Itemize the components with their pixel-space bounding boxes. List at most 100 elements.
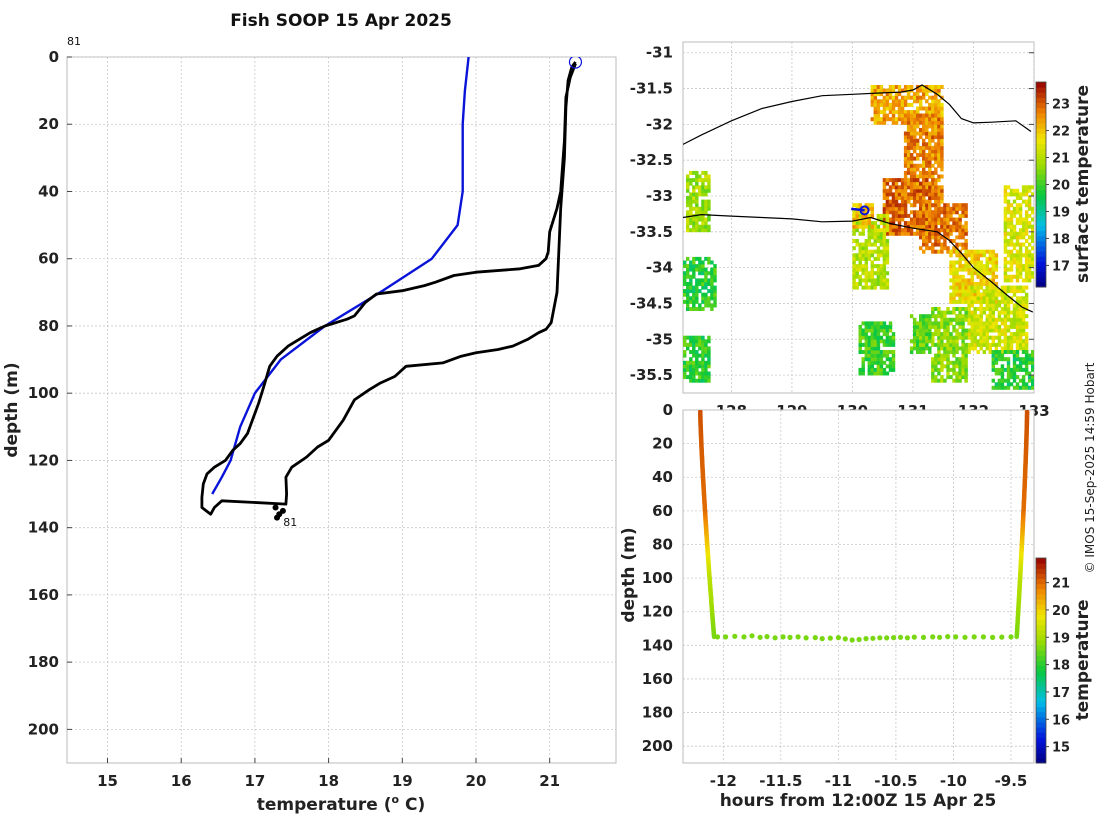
timeseries-bottom-point	[990, 634, 996, 641]
map-sst-cell	[925, 242, 929, 247]
timeseries-bottom-point	[827, 635, 833, 641]
map-sst-cell	[949, 224, 953, 229]
map-sst-cell	[964, 213, 968, 218]
map-sst-cell	[1027, 385, 1032, 390]
map-sst-cell	[925, 210, 929, 215]
map-sst-cell	[979, 307, 983, 311]
map-sst-cell	[934, 364, 938, 369]
map-sst-cell	[1018, 328, 1023, 333]
map-sst-cell	[958, 235, 962, 240]
map-sst-cell	[885, 188, 890, 193]
map-sst-cell	[1024, 324, 1029, 329]
map-sst-cell	[870, 249, 875, 254]
map-sst-cell	[903, 153, 908, 157]
map-sst-cell	[870, 278, 875, 283]
map-sst-cell	[692, 353, 696, 358]
map-sst-cell	[964, 332, 968, 337]
map-sst-cell	[707, 339, 711, 344]
map-sst-cell	[940, 142, 944, 147]
map-sst-cell	[701, 278, 705, 283]
map-sst-cell	[1012, 260, 1017, 265]
map-sst-cell	[916, 199, 920, 204]
map-sst-cell	[701, 203, 705, 208]
map-sst-cell	[882, 260, 887, 265]
map-sst-cell	[870, 328, 875, 333]
sst-colorbar-segment	[1036, 102, 1046, 109]
map-sst-cell	[909, 221, 914, 226]
map-sst-cell	[976, 321, 980, 326]
map-sst-cell	[976, 274, 980, 279]
map-sst-cell	[858, 249, 862, 254]
map-sst-cell	[710, 282, 714, 286]
map-sst-cell	[961, 328, 965, 333]
map-sst-cell	[934, 178, 938, 183]
map-sst-cell	[940, 192, 944, 197]
map-sst-cell	[964, 367, 968, 372]
sst-colorbar-segment	[1036, 235, 1046, 242]
map-sst-cell	[1009, 221, 1014, 226]
map-sst-cell	[931, 163, 935, 168]
timeseries-points	[698, 410, 1030, 643]
map-sst-cell	[906, 120, 911, 125]
map-sst-cell	[928, 332, 932, 337]
map-sst-cell	[891, 206, 896, 211]
map-sst-cell	[952, 299, 956, 304]
map-sst-cell	[913, 174, 917, 179]
map-sst-cell	[964, 224, 968, 229]
map-sst-cell	[985, 299, 990, 304]
temperature-colorbar-tick-label: 15	[1052, 741, 1070, 756]
map-sst-cell	[900, 117, 905, 122]
sst-colorbar-segment	[1036, 246, 1046, 252]
map-sst-cell	[940, 196, 944, 200]
map-sst-cell	[1006, 289, 1011, 294]
map-sst-cell	[1009, 256, 1014, 261]
map-sst-cell	[891, 102, 896, 107]
map-sst-cell	[997, 328, 1002, 333]
map-sst-cell	[916, 224, 920, 229]
map-sst-cell	[1027, 242, 1032, 247]
map-sst-cell	[937, 231, 941, 236]
map-sst-cell	[931, 332, 935, 337]
map-sst-cell	[928, 163, 932, 168]
map-sst-cell	[870, 117, 875, 122]
map-sst-cell	[689, 367, 693, 372]
map-sst-cell	[1003, 314, 1008, 319]
map-sst-cell	[961, 339, 965, 344]
profile-plot-ticks: 15 16 17 18 19 20 2102040608010012014016018020…	[28, 48, 560, 790]
map-sst-cell	[982, 328, 987, 333]
map-sst-cell	[955, 228, 959, 233]
map-sst-cell	[864, 253, 869, 258]
map-sst-cell	[1006, 242, 1011, 247]
map-sst-cell	[686, 346, 690, 351]
map-sst-cell	[873, 285, 878, 290]
map-sst-cell	[997, 378, 1002, 383]
map-sst-cell	[1018, 314, 1023, 319]
map-sst-cell	[1021, 346, 1026, 351]
map-sst-cell	[701, 339, 705, 344]
map-sst-cell	[964, 253, 968, 258]
profile-x-tick-label: 21	[539, 772, 560, 790]
map-sst-cell	[701, 285, 705, 290]
map-sst-cell	[925, 131, 929, 136]
map-sst-cell	[916, 231, 920, 236]
map-sst-cell	[1024, 339, 1029, 344]
map-sst-cell	[1009, 188, 1014, 193]
map-sst-cell	[913, 149, 917, 154]
map-sst-cell	[934, 131, 938, 136]
map-sst-cell	[885, 249, 890, 254]
map-sst-cell	[879, 364, 884, 369]
map-sst-cell	[882, 231, 887, 236]
map-sst-cell	[1027, 256, 1032, 261]
map-sst-cell	[888, 335, 893, 340]
temperature-colorbar-segment	[1036, 752, 1046, 759]
map-sst-cell	[1021, 385, 1026, 390]
map-sst-cell	[867, 335, 872, 340]
map-sst-cell	[689, 371, 693, 376]
map-sst-cell	[925, 324, 929, 329]
temperature-colorbar-segment	[1036, 691, 1046, 697]
map-sst-cell	[906, 192, 911, 197]
map-sst-cell	[695, 378, 699, 383]
map-sst-cell	[946, 228, 950, 233]
map-sst-cell	[707, 353, 711, 358]
map-sst-cell	[1018, 192, 1023, 197]
